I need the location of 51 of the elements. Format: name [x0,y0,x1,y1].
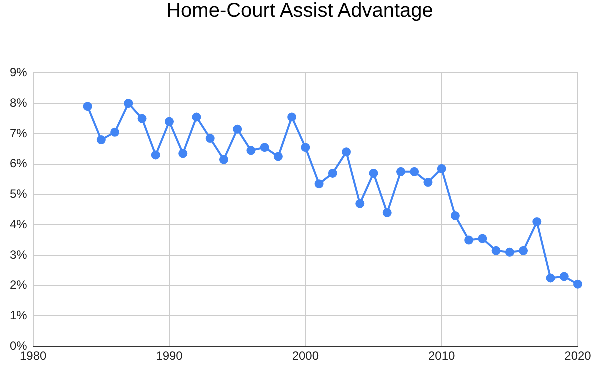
point [532,218,542,227]
point [437,164,446,174]
y-tick-label: 6% [10,156,28,171]
point [219,155,228,164]
point [246,146,256,156]
point [464,236,474,245]
point [206,134,215,144]
point [369,168,378,178]
point [505,248,514,257]
y-tick-label: 9% [10,66,28,80]
x-tick-label: 1990 [156,349,184,364]
y-tick-label: 5% [10,187,28,202]
y-tick-label: 8% [10,96,28,110]
point [96,136,106,145]
point [233,124,242,134]
point [288,112,297,122]
point [165,117,174,126]
point [124,99,134,108]
point [396,167,406,176]
point [382,208,392,218]
point [110,128,120,137]
point [151,150,160,160]
point [478,234,488,244]
point [519,246,528,256]
y-tick-label: 2% [10,278,28,292]
point [492,246,501,256]
point [546,274,556,283]
chart-title: Home-Court Assist Advantage [166,0,434,24]
x-tick-label: 2010 [428,349,456,364]
point [328,168,338,178]
point [260,143,270,152]
point [314,180,324,189]
y-tick-label: 4% [10,217,28,232]
point [83,102,92,112]
y-tick-label: 3% [10,248,28,262]
point [424,178,433,188]
y-tick-label: 7% [10,126,28,140]
point [192,112,202,122]
x-tick-label: 2020 [564,349,592,364]
point [138,114,147,124]
point [274,152,283,162]
point [560,272,569,282]
y-tick-label: 1% [10,308,28,323]
x-tick-label: 2000 [292,349,320,364]
point [450,211,460,220]
point [410,167,420,176]
point [574,280,582,289]
point [301,143,310,152]
point [342,148,352,157]
point [178,149,188,158]
point [356,199,365,208]
